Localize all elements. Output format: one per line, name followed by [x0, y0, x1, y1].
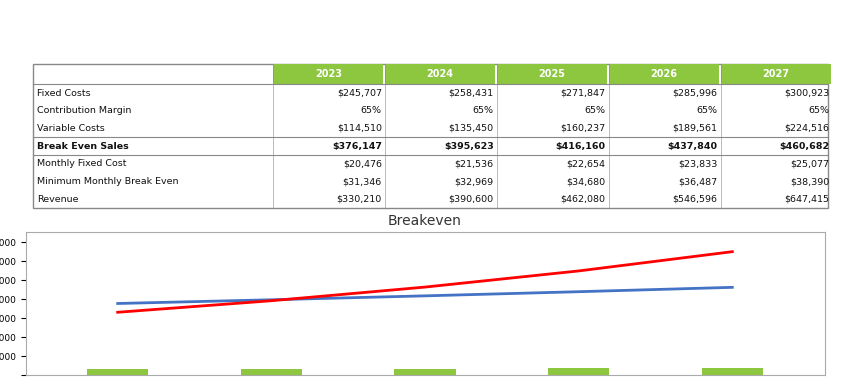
Text: $23,833: $23,833 — [678, 159, 717, 169]
Text: $160,237: $160,237 — [560, 124, 605, 133]
Text: $20,476: $20,476 — [343, 159, 382, 169]
Text: $416,160: $416,160 — [556, 142, 605, 151]
Text: 65%: 65% — [808, 106, 830, 115]
Text: $224,516: $224,516 — [785, 124, 830, 133]
Bar — [548, 368, 609, 375]
Text: $285,996: $285,996 — [672, 88, 717, 98]
Text: $135,450: $135,450 — [449, 124, 494, 133]
Bar — [701, 368, 763, 375]
Text: $245,707: $245,707 — [337, 88, 382, 98]
Text: $32,969: $32,969 — [455, 177, 494, 186]
Text: Revenue: Revenue — [37, 195, 79, 204]
Text: $647,415: $647,415 — [785, 195, 830, 204]
Text: Variable Costs: Variable Costs — [37, 124, 105, 133]
Text: $437,840: $437,840 — [667, 142, 717, 151]
Text: 2027: 2027 — [762, 69, 790, 79]
Text: Break Even Sales: Break Even Sales — [37, 142, 129, 151]
Bar — [385, 64, 496, 84]
Text: Contribution Margin: Contribution Margin — [37, 106, 132, 115]
Text: $330,210: $330,210 — [337, 195, 382, 204]
Bar — [721, 64, 831, 84]
Text: 2025: 2025 — [539, 69, 565, 79]
Text: $34,680: $34,680 — [566, 177, 605, 186]
Text: $22,654: $22,654 — [567, 159, 605, 169]
Text: $271,847: $271,847 — [560, 88, 605, 98]
Text: 65%: 65% — [361, 106, 382, 115]
Text: 65%: 65% — [473, 106, 494, 115]
Title: Breakeven: Breakeven — [388, 214, 462, 228]
Text: $114,510: $114,510 — [337, 124, 382, 133]
Text: $376,147: $376,147 — [332, 142, 382, 151]
Bar — [273, 64, 383, 84]
Text: Break Even Analysis: Break Even Analysis — [323, 23, 527, 41]
Text: $31,346: $31,346 — [343, 177, 382, 186]
Bar — [497, 64, 607, 84]
Text: $36,487: $36,487 — [678, 177, 717, 186]
Text: $189,561: $189,561 — [672, 124, 717, 133]
Text: Monthly Fixed Cost: Monthly Fixed Cost — [37, 159, 127, 169]
Text: $462,080: $462,080 — [560, 195, 605, 204]
Bar — [87, 369, 149, 375]
Text: Minimum Monthly Break Even: Minimum Monthly Break Even — [37, 177, 179, 186]
Text: $21,536: $21,536 — [455, 159, 494, 169]
Text: $258,431: $258,431 — [449, 88, 494, 98]
Bar — [241, 369, 302, 375]
Text: 2024: 2024 — [427, 69, 454, 79]
Text: Fixed Costs: Fixed Costs — [37, 88, 91, 98]
Bar — [609, 64, 719, 84]
Text: 2023: 2023 — [314, 69, 342, 79]
Text: 65%: 65% — [585, 106, 605, 115]
Text: 65%: 65% — [696, 106, 717, 115]
Text: $390,600: $390,600 — [449, 195, 494, 204]
Text: 2026: 2026 — [650, 69, 677, 79]
Text: $460,682: $460,682 — [779, 142, 830, 151]
Text: $395,623: $395,623 — [444, 142, 494, 151]
Text: $38,390: $38,390 — [790, 177, 830, 186]
Text: $546,596: $546,596 — [672, 195, 717, 204]
Text: $25,077: $25,077 — [790, 159, 830, 169]
Bar — [394, 369, 456, 375]
Text: $300,923: $300,923 — [784, 88, 830, 98]
